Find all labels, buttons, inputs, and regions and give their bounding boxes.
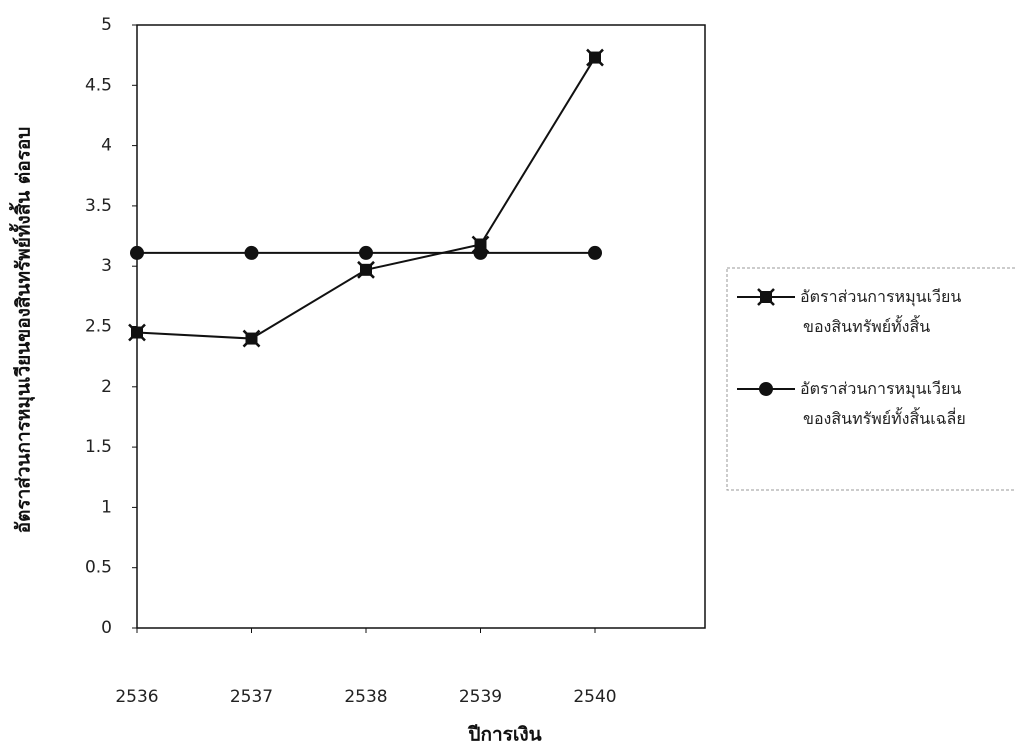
x-tick-label: 2538 [344, 687, 387, 707]
x-tick-label: 2536 [115, 687, 158, 707]
point [242, 329, 261, 348]
y-tick-label: 4 [101, 136, 112, 156]
legend-label-line: ของสินทรัพย์ทั้งสิ้น [803, 315, 930, 336]
y-tick-label: 3.5 [85, 196, 112, 216]
y-axis-title: อัตราส่วนการหมุนเวียนของสินทรัพย์ทั้งสิ้… [9, 127, 36, 534]
y-tick-label: 4.5 [85, 75, 112, 95]
y-tick-label: 2.5 [85, 317, 112, 337]
y-tick-label: 1 [101, 497, 112, 517]
y-tick-label: 3 [101, 256, 112, 276]
point [130, 245, 144, 260]
series-line [136, 57, 596, 340]
legend-label: อัตราส่วนการหมุนเวียนของสินทรัพย์ทั้งสิ้… [800, 287, 961, 336]
marker-x [757, 288, 775, 306]
y-tick-label: 0 [101, 618, 112, 638]
point [473, 245, 488, 260]
legend-label-line: อัตราส่วนการหมุนเวียน [800, 379, 961, 399]
marker-x [357, 260, 375, 279]
y-tick-label: 2 [101, 377, 112, 397]
point [128, 323, 146, 342]
legend-marker [757, 288, 775, 306]
x-tick-label: 2540 [573, 687, 616, 707]
legend-label-line: อัตราส่วนการหมุนเวียน [800, 287, 961, 307]
legend-label: อัตราส่วนการหมุนเวียนของสินทรัพย์ทั้งสิ้… [800, 379, 966, 428]
point [588, 245, 602, 260]
legend-box [726, 267, 1016, 491]
legend-label-line: ของสินทรัพย์ทั้งสิ้นเฉลี่ย [803, 407, 966, 428]
point [586, 48, 604, 67]
x-tick-label: 2537 [230, 687, 273, 707]
point [359, 245, 373, 260]
y-tick-label: 5 [101, 15, 112, 35]
y-tick-label: 1.5 [85, 437, 112, 457]
plot-area [136, 24, 706, 629]
marker-x [128, 323, 146, 342]
x-axis-title: ปีการเงิน [468, 724, 542, 746]
point [357, 260, 375, 279]
marker-x [586, 48, 604, 67]
marker-x [242, 329, 261, 348]
y-tick-label: 0.5 [85, 558, 112, 578]
legend-marker [759, 382, 773, 396]
point [244, 245, 259, 260]
x-tick-label: 2539 [459, 687, 502, 707]
